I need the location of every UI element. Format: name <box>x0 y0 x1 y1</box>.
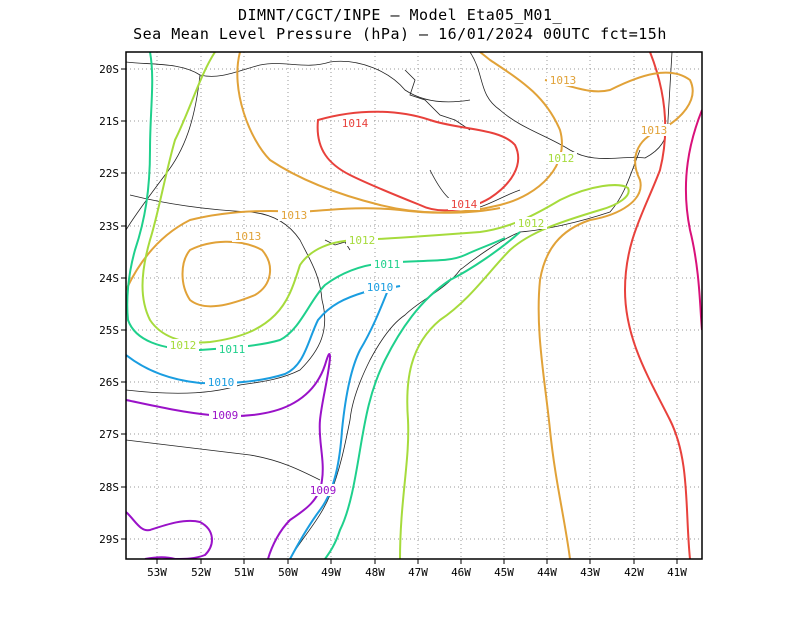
lon-label: 52W <box>191 566 211 579</box>
contour-label: 1009 <box>310 484 337 497</box>
lat-label: 20S <box>99 63 119 76</box>
contour-label: 1012 <box>518 217 545 230</box>
contour-label: 1012 <box>170 339 197 352</box>
lon-label: 51W <box>234 566 254 579</box>
contour-label: 1012 <box>548 152 575 165</box>
lat-label: 23S <box>99 220 119 233</box>
longitude-labels: 53W 52W 51W 50W 49W 48W 47W 46W 45W 44W … <box>147 566 687 579</box>
lat-label: 24S <box>99 272 119 285</box>
tick-marks <box>121 68 678 564</box>
isobar-1013-closed-west <box>181 240 271 308</box>
isobar-1015 <box>684 109 702 331</box>
lon-label: 50W <box>278 566 298 579</box>
lon-label: 46W <box>451 566 471 579</box>
contour-label: 1011 <box>219 343 246 356</box>
grid <box>126 52 702 559</box>
lat-label: 27S <box>99 428 119 441</box>
lon-label: 47W <box>408 566 428 579</box>
latitude-labels: 20S 21S 22S 23S 24S 25S 26S 27S 28S 29S <box>99 63 119 546</box>
lon-label: 41W <box>667 566 687 579</box>
contour-label: 1014 <box>451 198 478 211</box>
lat-label: 26S <box>99 376 119 389</box>
lon-label: 43W <box>580 566 600 579</box>
contour-label: 1012 <box>349 234 376 247</box>
lon-label: 49W <box>321 566 341 579</box>
contour-label: 1013 <box>235 230 262 243</box>
isobar-1012 <box>141 52 630 559</box>
contour-label: 1014 <box>342 117 369 130</box>
lon-label: 45W <box>494 566 514 579</box>
contour-label: 1011 <box>374 258 401 271</box>
contour-labels: 1014 1014 1013 1013 1013 1013 1012 1012 … <box>167 74 670 497</box>
lat-label: 21S <box>99 115 119 128</box>
lat-label: 28S <box>99 481 119 494</box>
plot-frame <box>125 51 703 560</box>
isobar-1011-south <box>324 231 521 559</box>
contour-label: 1009 <box>212 409 239 422</box>
contour-label: 1013 <box>281 209 308 222</box>
contour-label: 1010 <box>367 281 394 294</box>
contour-label: 1010 <box>208 376 235 389</box>
lon-label: 53W <box>147 566 167 579</box>
lon-label: 48W <box>365 566 385 579</box>
map-title-line-2: Sea Mean Level Pressure (hPa) – 16/01/20… <box>133 25 667 43</box>
contour-label: 1013 <box>550 74 577 87</box>
lat-label: 25S <box>99 324 119 337</box>
isobar-1014-closed <box>316 110 520 212</box>
lat-label: 22S <box>99 167 119 180</box>
lon-label: 44W <box>537 566 557 579</box>
lon-label: 42W <box>624 566 644 579</box>
isobar-1010-south <box>289 289 389 559</box>
lat-label: 29S <box>99 533 119 546</box>
isobar-1013-east <box>537 71 694 559</box>
map-title-line-1: DIMNT/CGCT/INPE – Model Eta05_M01_ <box>237 6 563 24</box>
contour-label: 1013 <box>641 124 668 137</box>
